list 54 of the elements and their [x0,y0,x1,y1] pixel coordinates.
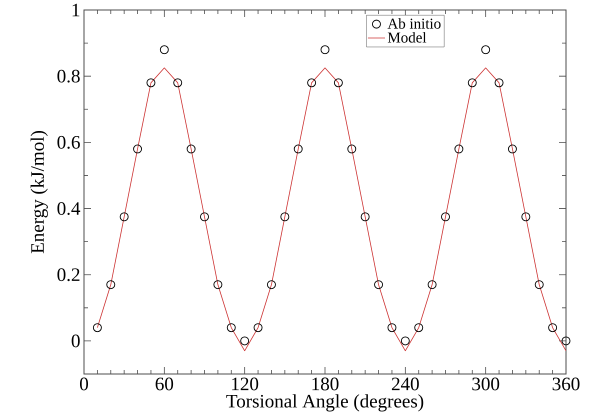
point [146,78,156,88]
point [414,323,424,332]
point [508,144,517,154]
point [240,336,250,346]
point [334,78,343,88]
point [374,280,384,290]
point [548,323,558,332]
point [307,78,316,88]
point [320,45,330,54]
legend-label: Ab initio [388,18,441,29]
point [226,323,236,332]
point [294,144,303,154]
x-axis-title: Torsional Angle (degrees) [226,394,424,412]
point [254,323,263,332]
point [347,144,356,154]
point [428,280,437,290]
x-tick-label: 240 [392,378,419,390]
x-tick-label: 360 [552,378,580,390]
x-tick-label: 180 [312,378,339,390]
point [468,78,477,88]
point [400,336,410,346]
y-tick-label: 0 [72,334,80,348]
legend-label: Model [388,32,426,43]
point [186,144,196,154]
x-tick-label: 0 [80,378,88,390]
point [106,280,116,290]
y-tick-label: 0.4 [57,202,80,215]
point [534,280,544,290]
point [454,144,464,154]
point [441,212,450,222]
point [280,212,290,222]
point [200,212,209,222]
point [387,323,396,332]
point [266,280,276,290]
y-tick-label: 0.2 [57,268,80,282]
point [360,212,370,222]
point [494,78,504,88]
y-tick-label: 0.8 [57,70,80,83]
point [521,212,530,222]
point [133,144,142,154]
x-tick-label: 300 [472,378,500,390]
point [173,78,182,88]
x-tick-label: 60 [156,378,174,390]
point [160,45,169,54]
y-tick-label: 1 [72,4,80,16]
point [120,212,129,222]
y-tick-label: 0.6 [57,136,80,149]
point [562,336,570,346]
point [92,323,102,332]
x-tick-label: 120 [232,378,258,390]
point [481,45,490,54]
line-series [96,68,566,352]
point [213,280,222,290]
y-axis-title: Energy (kJ/mol) [30,131,48,254]
